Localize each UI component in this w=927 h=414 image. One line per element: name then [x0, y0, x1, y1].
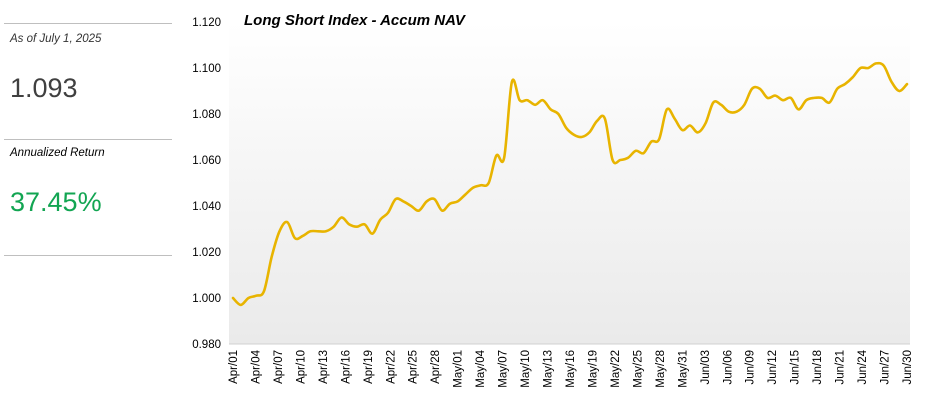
x-tick-label: Jun/21 [835, 350, 847, 385]
as-of-date: As of July 1, 2025 [10, 33, 102, 45]
x-tick-label: May/28 [655, 350, 667, 388]
x-tick-label: Apr/25 [408, 350, 420, 384]
x-tick-label: May/19 [587, 350, 599, 388]
annualized-return-value: 37.45% [10, 187, 102, 217]
plot-area [229, 22, 910, 344]
x-tick-label: Jun/30 [902, 350, 914, 385]
x-tick-label: Apr/19 [363, 350, 375, 384]
y-tick-label: 1.080 [192, 109, 221, 121]
x-tick-label: Jun/27 [880, 350, 892, 385]
x-tick-label: May/25 [632, 350, 644, 388]
chart-title: Long Short Index - Accum NAV [244, 12, 467, 29]
y-tick-label: 1.020 [192, 247, 221, 259]
x-tick-label: Jun/18 [812, 350, 824, 385]
y-tick-label: 1.060 [192, 155, 221, 167]
x-tick-label: Jun/15 [790, 350, 802, 385]
x-tick-label: Jun/12 [767, 350, 779, 385]
y-tick-label: 1.120 [192, 17, 221, 29]
x-tick-label: May/22 [610, 350, 622, 388]
x-tick-label: Jun/24 [857, 349, 869, 384]
summary-panel: As of July 1, 2025 1.093 Annualized Retu… [0, 0, 172, 414]
y-tick-label: 1.000 [192, 293, 221, 305]
y-tick-label: 1.040 [192, 201, 221, 213]
x-tick-label: May/01 [453, 350, 465, 388]
y-tick-label: 0.980 [192, 339, 221, 351]
x-tick-label: Apr/16 [340, 350, 352, 384]
x-tick-label: Jun/03 [700, 350, 712, 385]
x-tick-label: Apr/10 [295, 350, 307, 384]
y-tick-label: 1.100 [192, 63, 221, 75]
x-tick-label: Apr/22 [385, 350, 397, 384]
x-tick-label: May/16 [565, 350, 577, 388]
x-tick-label: May/07 [498, 350, 510, 388]
x-tick-label: May/31 [677, 350, 689, 388]
nav-value: 1.093 [10, 73, 78, 103]
divider-bottom [4, 255, 172, 256]
annualized-return-label: Annualized Return [10, 147, 105, 159]
x-tick-label: Apr/01 [228, 350, 240, 384]
x-axis: Apr/01 Apr/04 Apr/07 Apr/10 Apr/13 Apr/16 Apr/… [228, 349, 914, 387]
x-tick-label: May/04 [475, 349, 487, 387]
x-tick-label: May/13 [543, 350, 555, 388]
series-line-nav [231, 61, 909, 307]
y-axis: 0.980 1.000 1.020 1.040 1.060 1.080 1.100 1.120 [192, 17, 221, 351]
x-tick-label: Apr/28 [430, 350, 442, 384]
x-tick-label: Jun/09 [745, 350, 757, 385]
x-tick-label: Apr/07 [273, 350, 285, 384]
x-tick-label: Apr/04 [250, 349, 262, 383]
x-tick-label: Jun/06 [722, 350, 734, 385]
x-tick-label: Apr/13 [318, 350, 330, 384]
x-tick-label: May/10 [520, 350, 532, 388]
divider-middle [4, 139, 172, 140]
divider-top [4, 23, 172, 24]
nav-line-chart: 0.980 1.000 1.020 1.040 1.060 1.080 1.100 1.120… [192, 12, 914, 388]
